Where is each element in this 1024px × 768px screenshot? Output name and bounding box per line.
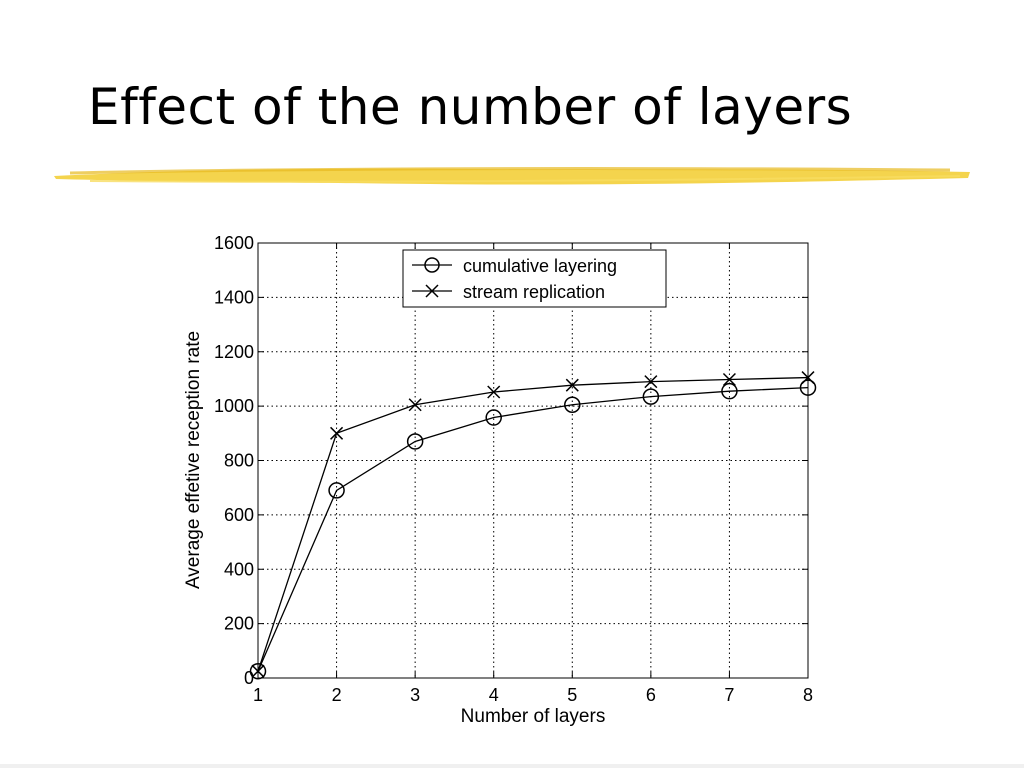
data-point-circle [328, 482, 345, 499]
y-tick-label: 800 [224, 451, 254, 471]
x-axis-label: Number of layers [461, 706, 606, 727]
data-point-x [722, 372, 736, 387]
x-tick-label: 5 [567, 685, 577, 705]
data-point-circle [799, 379, 817, 396]
data-point-circle [485, 409, 502, 426]
series-line-2 [257, 376, 809, 672]
legend: cumulative layering stream replication [402, 249, 667, 308]
data-point-circle [564, 396, 581, 414]
series-line-1 [257, 386, 809, 672]
y-tick-label: 1200 [214, 342, 254, 362]
legend-label-stream: stream replication [463, 282, 605, 302]
x-tick-label: 8 [803, 685, 813, 705]
data-point-circle [249, 662, 267, 680]
x-tick-label: 1 [253, 685, 263, 705]
x-tick-label: 4 [489, 685, 499, 705]
x-tick-label: 3 [410, 685, 420, 705]
data-point-x [408, 398, 422, 412]
slide-footer-rule [0, 764, 1024, 768]
x-tick-label: 7 [724, 685, 734, 705]
legend-x-marker [425, 284, 439, 298]
line-chart: 1 2 3 4 5 6 7 8 0 200 400 600 800 1000 1200 1400 1600 Nu… [183, 233, 817, 727]
y-tick-label: 400 [224, 559, 254, 579]
y-axis-label: Average effetive reception rate [183, 331, 204, 589]
legend-label-cumulative: cumulative layering [463, 256, 617, 276]
title-highlight-stroke [54, 167, 970, 185]
y-tick-label: 0 [244, 668, 254, 688]
data-point-circle [642, 388, 660, 405]
grid [258, 243, 808, 678]
data-point-x [330, 426, 344, 440]
data-point-x [251, 664, 265, 678]
data-point-circle [406, 433, 424, 450]
y-tick-label: 600 [224, 505, 254, 525]
data-point-x [487, 385, 501, 399]
slide-title: Effect of the number of layers [88, 78, 853, 136]
data-point-x [644, 375, 658, 389]
legend-box [402, 249, 667, 308]
data-point-circle [721, 382, 738, 400]
y-tick-label: 1400 [214, 287, 254, 307]
x-tick-label: 6 [646, 685, 656, 705]
data-point-x [565, 378, 579, 392]
x-tick-label: 2 [332, 685, 342, 705]
series [249, 371, 817, 680]
y-tick-label: 1600 [214, 233, 254, 253]
legend-circle-marker [424, 257, 440, 273]
y-tick-label: 1000 [214, 396, 254, 416]
axis-ticks: 1 2 3 4 5 6 7 8 0 200 400 600 800 1000 1200 1400 1600 [214, 233, 813, 705]
y-tick-label: 200 [224, 614, 254, 634]
data-point-x [801, 371, 815, 385]
